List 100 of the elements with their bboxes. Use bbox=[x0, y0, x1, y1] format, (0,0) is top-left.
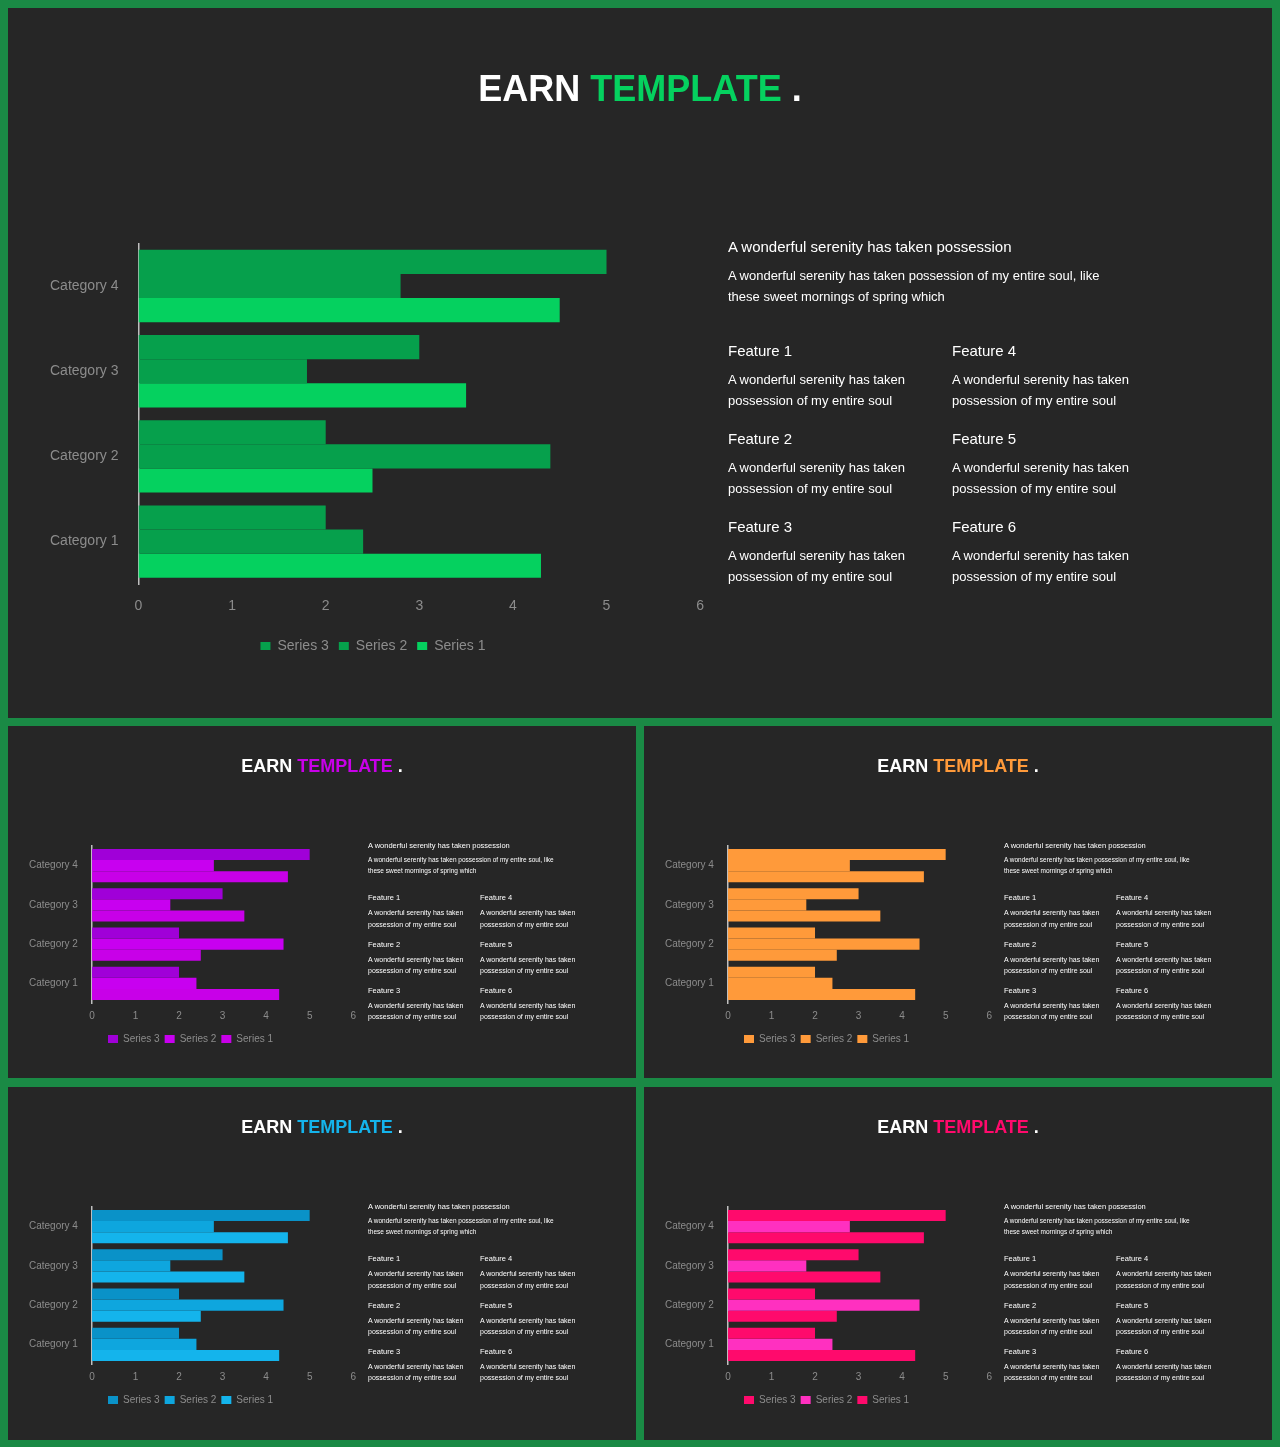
bar bbox=[727, 1270, 881, 1283]
x-tick-label: 6 bbox=[986, 1009, 993, 1021]
chart-title: EARN TEMPLATE . bbox=[877, 756, 1039, 776]
legend-label: Series 3 bbox=[758, 1393, 797, 1405]
y-tick-label: Category 1 bbox=[28, 976, 79, 988]
legend-label: Series 2 bbox=[179, 1032, 217, 1044]
bar bbox=[91, 1220, 214, 1232]
x-tick-label: 3 bbox=[219, 1370, 226, 1382]
legend-label: Series 2 bbox=[355, 636, 408, 653]
x-tick-label: 2 bbox=[321, 597, 330, 614]
y-tick-label: Category 1 bbox=[664, 1337, 715, 1349]
bar bbox=[91, 1299, 284, 1311]
y-tick-label: Category 1 bbox=[50, 532, 119, 549]
bar bbox=[91, 926, 180, 939]
text: A wonderful serenity has taken possession of my entire soul bbox=[728, 546, 907, 587]
text: Feature 3 bbox=[728, 517, 794, 535]
x-tick-label: 4 bbox=[899, 1009, 906, 1021]
x-tick-label: 5 bbox=[602, 597, 611, 614]
legend-label: Series 1 bbox=[872, 1032, 910, 1044]
text: Feature 2 bbox=[728, 429, 794, 447]
x-tick-label: 1 bbox=[768, 1370, 775, 1382]
text: A wonderful serenity has taken possession of my entire soul bbox=[728, 370, 907, 411]
bar bbox=[727, 1287, 816, 1300]
chart-title: EARN TEMPLATE . bbox=[241, 1117, 403, 1137]
bar bbox=[91, 1209, 310, 1221]
x-tick-label: 4 bbox=[263, 1370, 270, 1382]
chart-title: EARN TEMPLATE . bbox=[478, 68, 802, 109]
bar bbox=[727, 1310, 837, 1322]
x-tick-label: 4 bbox=[899, 1370, 906, 1382]
bar bbox=[91, 1259, 171, 1271]
bar bbox=[138, 553, 541, 578]
bar bbox=[91, 1231, 288, 1243]
x-tick-label: 5 bbox=[942, 1009, 949, 1021]
bar bbox=[727, 1299, 920, 1311]
x-tick-label: 3 bbox=[219, 1009, 226, 1021]
legend-label: Series 1 bbox=[236, 1393, 274, 1405]
x-tick-label: 0 bbox=[725, 1009, 732, 1021]
bar bbox=[91, 1310, 201, 1322]
bar bbox=[91, 1349, 280, 1361]
bar bbox=[727, 1209, 946, 1221]
x-tick-label: 0 bbox=[89, 1009, 96, 1021]
bar bbox=[138, 468, 373, 493]
legend-label: Series 1 bbox=[872, 1393, 910, 1405]
chart-title: EARN TEMPLATE . bbox=[877, 1117, 1039, 1137]
x-tick-label: 3 bbox=[855, 1370, 862, 1382]
x-tick-label: 1 bbox=[228, 597, 237, 614]
y-tick-label: Category 2 bbox=[28, 1298, 79, 1310]
x-tick-label: 1 bbox=[768, 1009, 775, 1021]
x-tick-label: 3 bbox=[855, 1009, 862, 1021]
bar bbox=[727, 1259, 807, 1271]
y-tick-label: Category 4 bbox=[50, 276, 119, 293]
y-tick-label: Category 1 bbox=[28, 1337, 79, 1349]
text: A wonderful serenity has taken possession of my entire soul bbox=[728, 458, 907, 499]
legend-label: Series 3 bbox=[277, 636, 330, 653]
y-tick-label: Category 3 bbox=[28, 1259, 79, 1271]
legend-label: Series 2 bbox=[179, 1393, 217, 1405]
y-tick-label: Category 4 bbox=[664, 1219, 715, 1231]
x-tick-label: 4 bbox=[263, 1009, 270, 1021]
bar bbox=[91, 1338, 197, 1350]
bar bbox=[727, 1349, 916, 1361]
bar bbox=[727, 1327, 816, 1339]
y-tick-label: Category 2 bbox=[664, 1298, 715, 1310]
bar bbox=[138, 298, 560, 323]
bar bbox=[91, 966, 180, 978]
bar bbox=[91, 1270, 245, 1283]
legend-label: Series 3 bbox=[758, 1032, 797, 1044]
x-tick-label: 1 bbox=[132, 1009, 139, 1021]
text: Feature 4 bbox=[952, 341, 1018, 359]
text: Feature 1 bbox=[728, 341, 794, 359]
text: Feature 6 bbox=[952, 517, 1018, 535]
x-tick-label: 0 bbox=[134, 597, 143, 614]
x-tick-label: 6 bbox=[696, 597, 705, 614]
text: A wonderful serenity has taken possession of my entire soul, like these sweet mornings of spring which bbox=[728, 267, 1101, 307]
x-tick-label: 2 bbox=[176, 1009, 183, 1021]
x-tick-label: 2 bbox=[176, 1370, 183, 1382]
legend-label: Series 3 bbox=[122, 1032, 161, 1044]
x-tick-label: 3 bbox=[415, 597, 424, 614]
y-tick-label: Category 3 bbox=[664, 898, 715, 910]
y-tick-label: Category 4 bbox=[664, 858, 715, 870]
x-tick-label: 6 bbox=[986, 1370, 993, 1382]
bar bbox=[727, 1338, 833, 1350]
y-tick-label: Category 3 bbox=[28, 898, 79, 910]
x-tick-label: 5 bbox=[942, 1370, 949, 1382]
x-tick-label: 1 bbox=[132, 1370, 139, 1382]
x-tick-label: 6 bbox=[350, 1370, 357, 1382]
x-tick-label: 5 bbox=[306, 1009, 313, 1021]
chart-title: EARN TEMPLATE . bbox=[241, 756, 403, 776]
x-tick-label: 2 bbox=[812, 1370, 819, 1382]
bar bbox=[91, 887, 223, 899]
y-tick-label: Category 2 bbox=[664, 937, 715, 949]
text: Feature 5 bbox=[952, 429, 1018, 447]
text: A wonderful serenity has taken possession of my entire soul bbox=[952, 458, 1131, 499]
y-tick-label: Category 3 bbox=[664, 1259, 715, 1271]
x-tick-label: 5 bbox=[306, 1370, 313, 1382]
legend-label: Series 1 bbox=[236, 1032, 274, 1044]
text: A wonderful serenity has taken possession bbox=[728, 238, 1013, 255]
y-tick-label: Category 4 bbox=[28, 858, 79, 870]
x-tick-label: 4 bbox=[509, 597, 517, 614]
legend-label: Series 2 bbox=[815, 1393, 853, 1405]
bar bbox=[727, 1248, 859, 1260]
